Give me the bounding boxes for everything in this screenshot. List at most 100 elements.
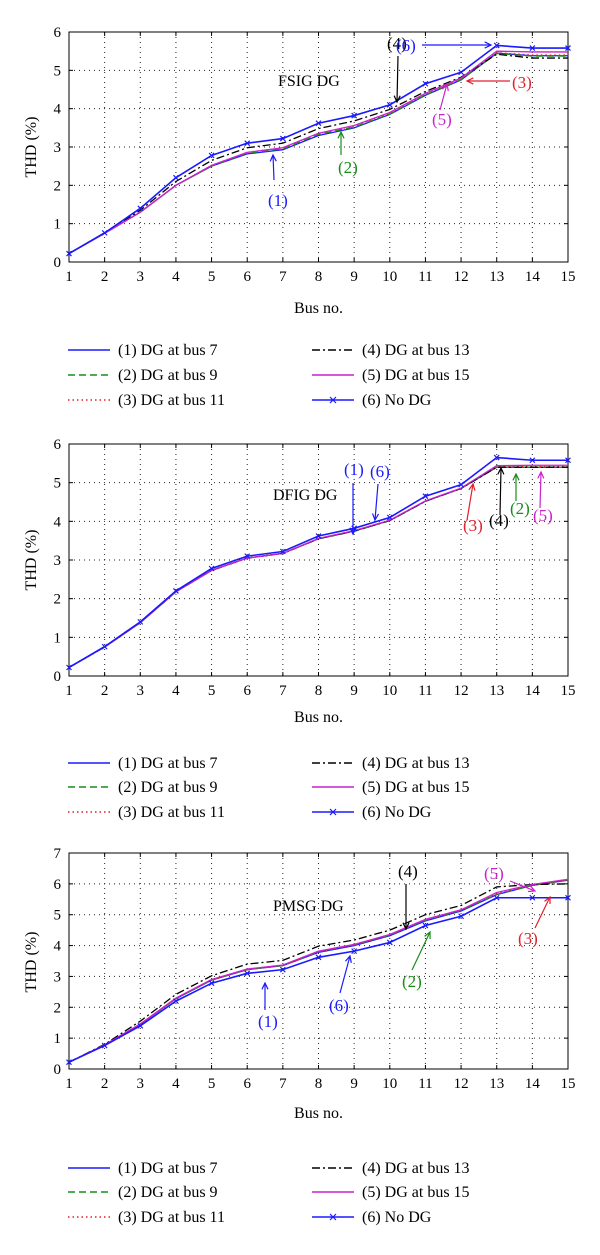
annotation-4: (4): [489, 466, 509, 530]
annotation-label: (2): [510, 499, 530, 518]
legend-item-3: (3) DG at bus 11: [68, 804, 225, 821]
annotation-arrow-head: [465, 77, 474, 85]
data-point-marker: [137, 1022, 144, 1029]
x-tick-label: 8: [315, 269, 323, 285]
annotation-arrow-head: [512, 472, 520, 481]
y-tick-label: 7: [54, 846, 62, 862]
annotation-label: (4): [387, 34, 407, 53]
x-axis-label: Bus no.: [294, 1105, 343, 1122]
legend-label: (2) DG at bus 9: [118, 367, 218, 384]
y-tick-label: 0: [54, 1062, 62, 1078]
legend-label: (6) No DG: [362, 392, 432, 409]
x-tick-label: 12: [454, 269, 469, 285]
annotation-arrow-shaft: [272, 154, 275, 181]
y-tick-label: 1: [54, 1031, 62, 1047]
data-point-marker: [208, 152, 215, 159]
data-point-marker: [244, 140, 251, 147]
annotation-2: (6): [370, 462, 390, 522]
legend-label: (4) DG at bus 13: [362, 755, 470, 772]
series-line-4: [68, 883, 569, 1063]
x-tick-label: 7: [279, 683, 287, 699]
data-point-marker: [208, 565, 215, 572]
data-point-marker: [529, 45, 536, 52]
legend-item-1: (1) DG at bus 7: [68, 342, 218, 359]
x-axis-label: Bus no.: [294, 300, 343, 317]
x-tick-label: 6: [243, 683, 251, 699]
annotation-label: (5): [432, 110, 452, 129]
annotation-arrow-head: [393, 95, 401, 104]
data-point-marker: [386, 514, 393, 521]
data-point-marker: [208, 980, 215, 987]
annotation-arrow-head: [402, 922, 410, 931]
data-point-marker: [565, 45, 571, 52]
legend-label: (3) DG at bus 11: [118, 1209, 225, 1226]
chart-title: FSIG DG: [278, 73, 340, 90]
legend-item-4: (4) DG at bus 13: [312, 1160, 470, 1177]
y-tick-label: 6: [54, 877, 62, 893]
annotation-3: (3): [463, 482, 483, 535]
legend-label: (1) DG at bus 7: [118, 342, 218, 359]
y-tick-label: 2: [54, 1000, 62, 1016]
legend-label: (4) DG at bus 13: [362, 342, 470, 359]
annotation-arrow-head: [337, 130, 345, 139]
legend-item-3: (3) DG at bus 11: [68, 392, 225, 409]
data-point-marker: [458, 481, 464, 488]
x-tick-label: 14: [525, 269, 541, 285]
legend: (1) DG at bus 7 (2) DG at bus 9 (3) DG at …: [68, 755, 470, 821]
data-point-marker: [279, 966, 286, 973]
x-tick-label: 7: [279, 1076, 287, 1092]
legend: (1) DG at bus 7 (2) DG at bus 9 (3) DG at …: [68, 342, 470, 409]
annotation-4: (4): [398, 862, 418, 931]
data-point-marker: [66, 664, 72, 671]
annotation-arrow-shaft: [534, 896, 551, 929]
data-point-marker: [244, 970, 251, 977]
data-point-marker: [458, 913, 464, 920]
x-tick-label: 12: [454, 683, 469, 699]
y-tick-label: 4: [54, 514, 62, 530]
legend-label: (2) DG at bus 9: [118, 779, 218, 796]
x-tick-label: 8: [315, 683, 323, 699]
annotation-label: (5): [484, 864, 504, 883]
x-tick-label: 9: [350, 1076, 358, 1092]
annotation-3: (3): [465, 73, 532, 92]
x-tick-label: 2: [101, 1076, 109, 1092]
data-point-marker: [529, 894, 536, 901]
chart-title: DFIG DG: [273, 487, 338, 504]
annotation-3: (2): [402, 930, 431, 991]
annotation-arrow-shaft: [411, 931, 431, 971]
annotation-2: (2): [337, 130, 358, 177]
data-point-marker: [422, 922, 429, 929]
y-tick-label: 3: [54, 553, 62, 569]
legend-label: (1) DG at bus 7: [118, 755, 218, 772]
annotation-6: (5): [533, 470, 553, 525]
annotation-label: (1): [268, 191, 288, 210]
annotation-label: (6): [329, 996, 349, 1015]
annotation-arrow-shaft: [396, 55, 399, 103]
x-tick-label: 13: [489, 1076, 504, 1092]
data-point-marker: [493, 42, 500, 49]
x-tick-label: 15: [561, 1076, 576, 1092]
x-tick-label: 10: [382, 683, 397, 699]
x-tick-label: 5: [208, 1076, 216, 1092]
annotation-4: (4): [387, 34, 407, 104]
y-tick-label: 1: [54, 630, 62, 646]
y-tick-label: 2: [54, 592, 62, 608]
annotation-arrow-head: [424, 930, 431, 940]
x-tick-label: 1: [65, 269, 73, 285]
x-tick-label: 8: [315, 1076, 323, 1092]
data-point-marker: [351, 948, 358, 955]
x-tick-label: 14: [525, 683, 541, 699]
x-tick-label: 4: [172, 269, 180, 285]
series-line-5: [68, 878, 569, 1063]
x-tick-label: 5: [208, 683, 216, 699]
y-tick-label: 4: [54, 939, 62, 955]
legend-label: (6) No DG: [362, 1209, 432, 1226]
annotation-label: (4): [398, 862, 418, 881]
data-point-marker: [351, 112, 358, 119]
legend-label: (6) No DG: [362, 804, 432, 821]
annotation-label: (4): [489, 511, 509, 530]
annotation-arrow-shaft: [339, 955, 351, 994]
